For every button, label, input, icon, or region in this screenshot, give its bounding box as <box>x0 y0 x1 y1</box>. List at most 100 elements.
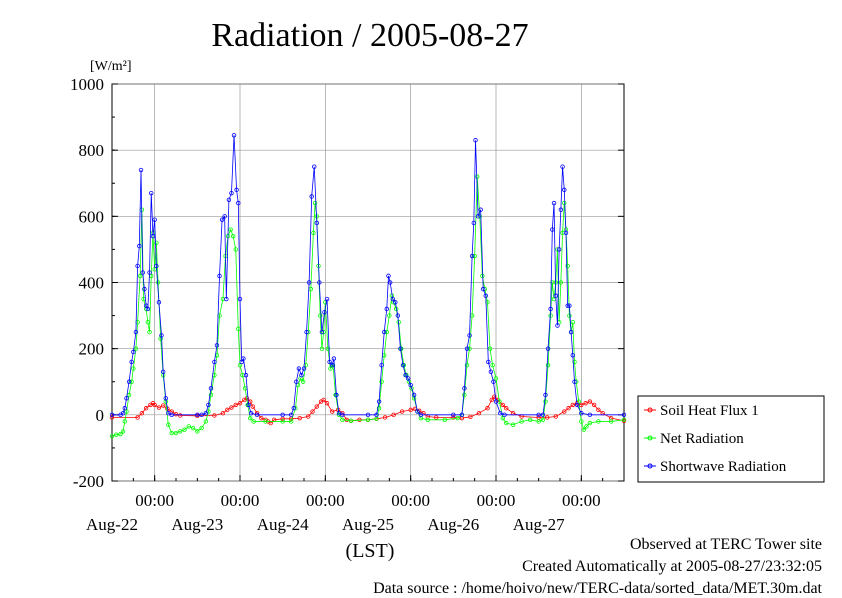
data-point <box>567 313 572 318</box>
data-point <box>109 412 115 418</box>
data-point <box>250 404 255 409</box>
data-point <box>572 359 577 365</box>
x-tick-label: 00:00 <box>477 491 516 510</box>
data-point <box>583 401 588 406</box>
data-point <box>510 422 516 427</box>
data-point <box>137 273 143 279</box>
data-point <box>135 263 140 269</box>
data-point <box>248 410 254 416</box>
y-tick-label: 0 <box>96 406 105 425</box>
data-point <box>294 379 299 384</box>
footer-created: Created Automatically at 2005-08-27/23:3… <box>522 558 822 575</box>
data-point <box>398 346 403 351</box>
data-point <box>217 273 222 279</box>
data-point <box>491 379 496 384</box>
data-point <box>300 379 306 384</box>
data-point <box>317 280 322 285</box>
data-point <box>159 333 164 338</box>
data-point <box>178 429 183 434</box>
data-point <box>464 363 470 368</box>
data-point <box>206 402 211 408</box>
x-tick-label: 00:00 <box>391 491 430 510</box>
data-point <box>182 427 187 432</box>
data-point <box>208 392 214 398</box>
data-point <box>312 164 317 169</box>
data-point <box>462 386 467 391</box>
data-point <box>306 414 311 419</box>
data-point <box>376 406 382 411</box>
x-day-label: Aug-24 <box>257 515 309 534</box>
data-point <box>565 303 570 308</box>
data-point <box>138 167 144 173</box>
data-point <box>486 359 491 365</box>
data-point <box>324 296 330 302</box>
data-point <box>558 280 564 285</box>
data-point <box>568 329 574 335</box>
data-point <box>565 263 570 269</box>
data-point <box>297 415 302 421</box>
data-point <box>329 409 335 414</box>
data-point <box>229 190 234 196</box>
data-point <box>155 280 161 285</box>
data-point <box>160 403 166 408</box>
legend-entry: Shortwave Radiation <box>644 459 787 475</box>
series-line <box>111 176 625 437</box>
data-point <box>567 303 572 308</box>
data-point <box>224 407 230 413</box>
data-point <box>124 396 129 401</box>
data-point <box>156 405 162 410</box>
data-point <box>563 230 569 236</box>
data-point <box>186 424 191 429</box>
data-point <box>434 415 439 420</box>
data-point <box>382 329 387 335</box>
data-point <box>124 409 129 414</box>
data-point <box>475 174 480 179</box>
data-point <box>143 406 149 411</box>
data-point <box>395 313 401 318</box>
legend-box <box>637 395 825 483</box>
data-point <box>322 310 327 315</box>
data-point <box>442 417 447 422</box>
data-point <box>545 346 551 351</box>
data-point <box>587 399 593 404</box>
data-point <box>403 372 408 378</box>
data-point <box>195 412 200 418</box>
data-point <box>556 247 562 252</box>
x-day-label: Aug-22 <box>86 515 138 534</box>
x-day-label: Aug-26 <box>427 515 479 534</box>
data-point <box>314 404 319 409</box>
y-axis-ticks: 1000 800 600 400 200 0 -200 <box>70 75 624 491</box>
data-point <box>399 409 405 414</box>
data-point <box>570 353 575 358</box>
data-point <box>234 187 239 193</box>
data-point <box>114 432 119 437</box>
data-point <box>478 207 483 212</box>
legend-swatch-marker <box>647 407 653 413</box>
data-point <box>147 329 152 335</box>
data-point <box>379 363 384 368</box>
data-point <box>621 412 627 418</box>
data-point <box>139 410 145 416</box>
data-point <box>566 406 571 411</box>
data-point <box>365 417 371 422</box>
data-point <box>451 415 456 420</box>
data-point <box>140 270 145 275</box>
data-point <box>473 138 478 143</box>
data-point <box>131 349 136 355</box>
data-point <box>109 415 115 420</box>
data-point <box>289 419 294 424</box>
data-point <box>543 392 548 398</box>
x-tick-label: 00:00 <box>135 491 174 510</box>
series-shortwave-radiation <box>109 133 627 418</box>
data-point <box>551 200 557 206</box>
data-point <box>579 410 584 416</box>
data-point <box>504 406 509 411</box>
data-point <box>259 415 264 421</box>
data-point <box>587 412 593 418</box>
data-point <box>145 306 151 312</box>
data-point <box>143 303 149 308</box>
data-point <box>137 243 142 249</box>
data-point <box>145 320 151 325</box>
data-point <box>243 372 249 378</box>
data-point <box>312 200 318 206</box>
